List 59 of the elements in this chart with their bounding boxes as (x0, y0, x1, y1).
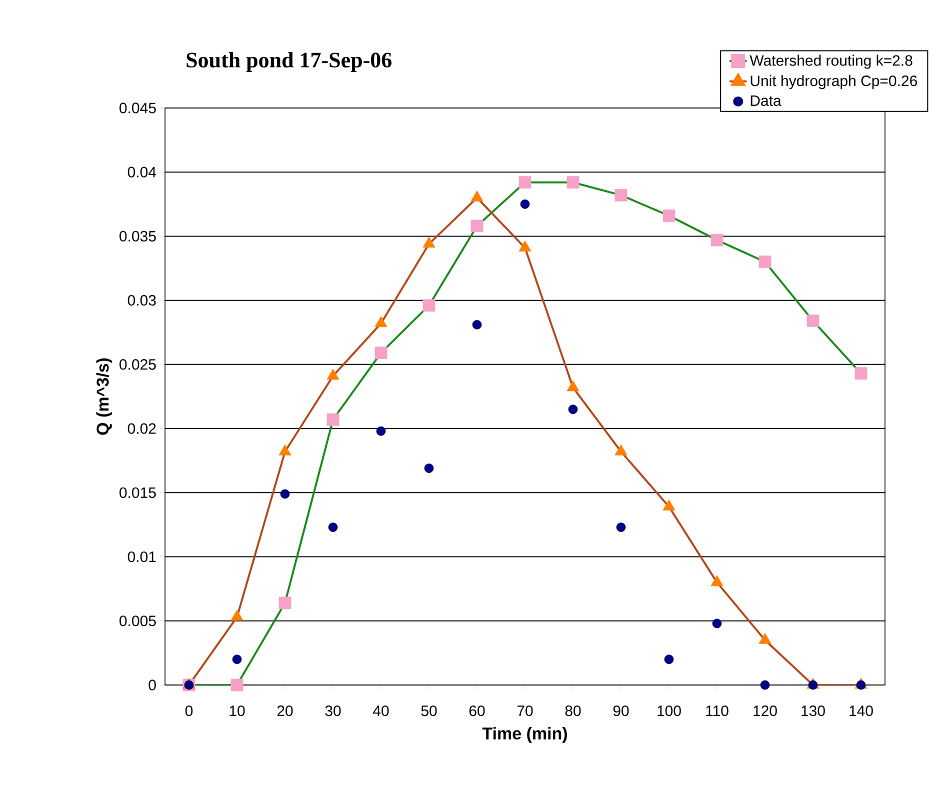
y-tick-label: 0.02 (128, 423, 156, 434)
point (662, 210, 676, 222)
x-tick-label: 130 (802, 706, 825, 716)
point (520, 199, 530, 209)
y-axis-title: Q (m^3/s) (96, 358, 112, 435)
point (760, 680, 770, 690)
y-tick-label: 0.03 (128, 295, 156, 306)
point (854, 367, 868, 380)
x-tick-label: 120 (754, 706, 777, 716)
x-axis-title: Time (min) (482, 727, 567, 743)
legend-label: Unit hydrograph Cp=0.26 (750, 75, 917, 90)
point (232, 654, 242, 664)
x-tick-label: 10 (230, 706, 245, 716)
y-tick-label: 0.015 (120, 487, 156, 498)
point (614, 188, 628, 202)
point (856, 680, 866, 690)
point (808, 680, 818, 690)
point (376, 426, 386, 436)
x-tick-label: 110 (706, 706, 728, 716)
x-tick-label: 90 (613, 706, 629, 716)
point (328, 522, 338, 532)
x-tick-label: 20 (277, 706, 293, 716)
point (806, 314, 820, 328)
x-tick-label: 140 (850, 706, 873, 716)
y-tick-label: 0 (148, 680, 156, 690)
y-tick-label: 0.005 (120, 616, 156, 626)
point (712, 618, 722, 628)
point (518, 176, 532, 189)
x-tick-label: 80 (565, 706, 581, 716)
point (470, 220, 484, 232)
point (422, 299, 436, 312)
point (664, 654, 674, 664)
point (616, 522, 626, 532)
point (230, 678, 244, 692)
point (374, 346, 388, 360)
x-tick-label: 40 (373, 706, 389, 716)
x-tick-label: 60 (469, 706, 485, 716)
x-tick-label: 50 (421, 706, 437, 716)
point (758, 256, 772, 268)
point (280, 489, 290, 499)
y-tick-label: 0.045 (120, 102, 156, 114)
point (566, 176, 580, 189)
point (326, 413, 340, 426)
point (472, 320, 482, 330)
x-tick-label: 70 (517, 706, 533, 716)
legend-label: Watershed routing k=2.8 (750, 54, 912, 69)
point (568, 404, 578, 414)
x-tick-label: 0 (185, 706, 193, 716)
y-tick-label: 0.01 (128, 551, 156, 562)
y-tick-label: 0.035 (120, 230, 156, 242)
point (424, 464, 434, 473)
point (710, 234, 724, 246)
x-tick-label: 30 (325, 706, 341, 716)
chart-title: South pond 17-Sep-06 (186, 52, 392, 72)
legend-label: Data (750, 96, 782, 106)
point (278, 596, 292, 610)
x-tick-label: 100 (658, 706, 681, 716)
y-tick-label: 0.04 (128, 166, 156, 178)
y-tick-label: 0.025 (120, 359, 156, 370)
